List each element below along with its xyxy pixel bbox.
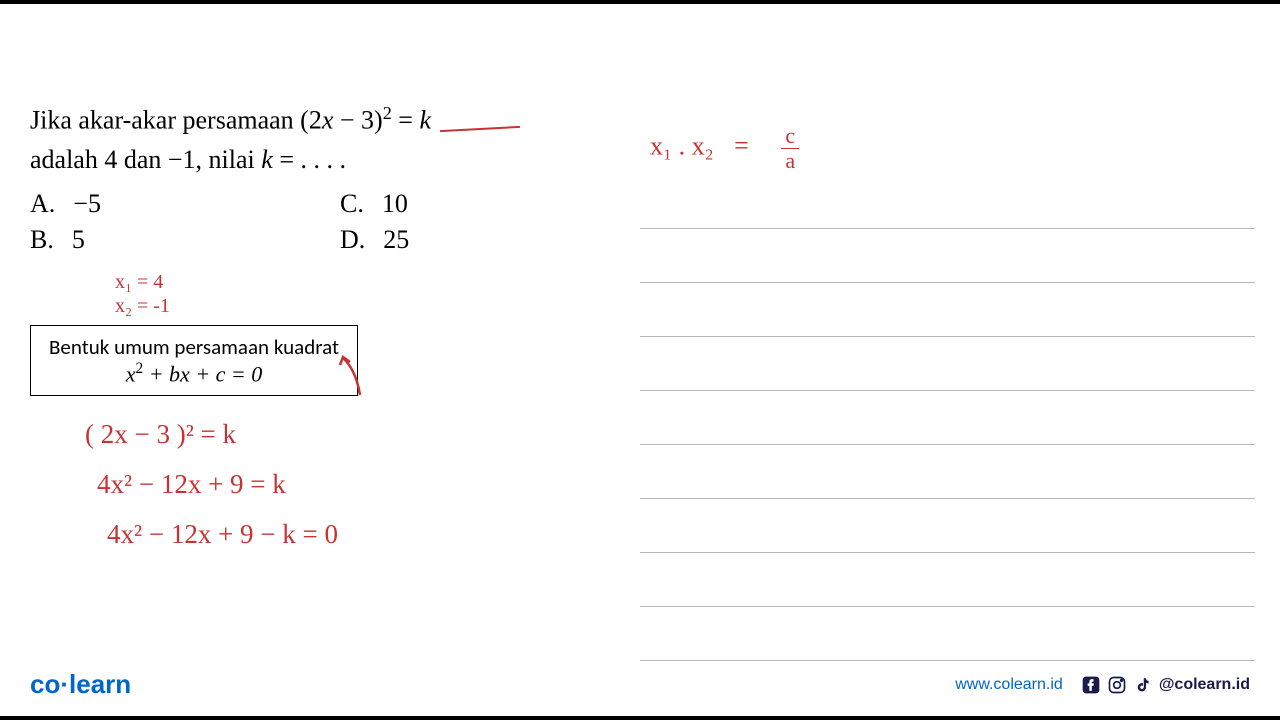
ruled-line — [640, 445, 1255, 499]
ruled-lines — [640, 175, 1255, 661]
question-part: − 3) — [333, 106, 382, 135]
handwritten-root2: x₂ = -1 — [115, 294, 170, 318]
ruled-line — [640, 283, 1255, 337]
option-b: B. 5 — [30, 225, 300, 255]
social-links: @colearn.id — [1081, 675, 1250, 695]
bottom-border — [0, 716, 1280, 720]
question-var-k: k — [261, 145, 273, 174]
option-c: C. 10 — [340, 189, 610, 219]
formula-box-title: Bentuk umum persamaan kuadrat — [49, 334, 339, 360]
question-part: Jika akar-akar persamaan (2 — [30, 106, 322, 135]
ruled-line — [640, 553, 1255, 607]
formula-rest: + bx + c = 0 — [143, 361, 262, 386]
website-url: www.colearn.id — [955, 676, 1063, 694]
product-fraction: c a — [781, 125, 799, 172]
fraction-denominator: a — [781, 149, 799, 172]
handwritten-work-line: 4x² − 12x + 9 = k — [97, 460, 338, 510]
social-handle: @colearn.id — [1159, 676, 1250, 694]
formula-box: Bentuk umum persamaan kuadrat x2 + bx + … — [30, 325, 358, 396]
option-letter: C. — [340, 189, 364, 219]
product-equals: = — [734, 131, 749, 160]
logo-learn: learn — [69, 669, 131, 699]
ruled-line — [640, 337, 1255, 391]
handwritten-roots: x₁ = 4 x₂ = -1 — [115, 270, 170, 318]
option-a: A. −5 — [30, 189, 300, 219]
options-grid: A. −5 C. 10 B. 5 D. 25 — [30, 189, 610, 255]
question-part: = . . . . — [273, 145, 346, 174]
footer: co·learn www.colearn.id @colearn.id — [30, 669, 1250, 700]
formula-x: x — [126, 361, 136, 386]
option-letter: A. — [30, 189, 55, 219]
ruled-line — [640, 607, 1255, 661]
fraction-numerator: c — [781, 125, 799, 149]
question-exp: 2 — [383, 103, 392, 123]
option-value: 10 — [382, 189, 408, 219]
handwritten-root1: x₁ = 4 — [115, 270, 170, 294]
handwritten-work-line: 4x² − 12x + 9 − k = 0 — [107, 510, 338, 560]
red-arrow-annotation — [338, 355, 368, 400]
product-left: x₁ . x₂ — [650, 131, 714, 160]
option-letter: D. — [340, 225, 365, 255]
tiktok-icon — [1133, 675, 1153, 695]
ruled-line — [640, 229, 1255, 283]
handwritten-work-line: ( 2x − 3 )² = k — [85, 410, 338, 460]
option-letter: B. — [30, 225, 54, 255]
red-underline-annotation — [440, 126, 520, 132]
option-value: 25 — [383, 225, 409, 255]
handwritten-working: ( 2x − 3 )² = k 4x² − 12x + 9 = k 4x² − … — [85, 410, 338, 560]
option-value: 5 — [72, 225, 85, 255]
ruled-line — [640, 499, 1255, 553]
question-part: = — [392, 106, 420, 135]
logo-dot: · — [60, 669, 69, 699]
facebook-icon — [1081, 675, 1101, 695]
question-var-k: k — [419, 106, 431, 135]
logo-co: co — [30, 669, 60, 699]
option-d: D. 25 — [340, 225, 610, 255]
instagram-icon — [1107, 675, 1127, 695]
question-area: Jika akar-akar persamaan (2x − 3)2 = k a… — [30, 100, 610, 255]
question-part: adalah 4 dan −1, nilai — [30, 145, 261, 174]
footer-right: www.colearn.id @colearn.id — [955, 675, 1250, 695]
brand-logo: co·learn — [30, 669, 131, 700]
ruled-line — [640, 175, 1255, 229]
ruled-line — [640, 391, 1255, 445]
option-value: −5 — [73, 189, 101, 219]
question-text: Jika akar-akar persamaan (2x − 3)2 = k a… — [30, 100, 610, 179]
handwritten-product-formula: x₁ . x₂ = c a — [650, 125, 799, 172]
formula-box-equation: x2 + bx + c = 0 — [49, 360, 339, 387]
question-var-x: x — [322, 106, 334, 135]
top-border — [0, 0, 1280, 4]
